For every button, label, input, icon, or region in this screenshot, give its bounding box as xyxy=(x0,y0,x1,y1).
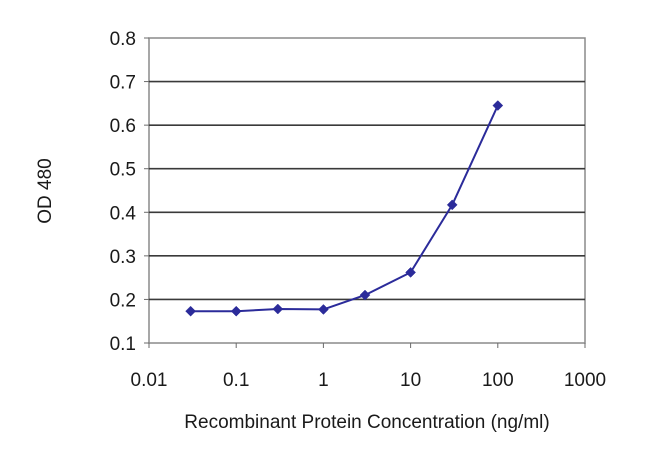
y-tick-label: 0.4 xyxy=(110,203,137,224)
data-point xyxy=(318,304,329,315)
series xyxy=(185,100,504,317)
y-tick-label: 0.5 xyxy=(110,160,136,181)
x-tick-label: 1 xyxy=(318,370,329,391)
y-tick-label: 0.6 xyxy=(110,116,136,137)
data-point xyxy=(405,267,416,278)
y-tick-label: 0.2 xyxy=(110,290,136,311)
x-tick-label: 1000 xyxy=(564,370,606,391)
x-axis: 0.01 0.1 1 10 100 1000 xyxy=(131,343,606,391)
series-line xyxy=(190,105,499,313)
data-point xyxy=(446,199,458,211)
x-tick-label: 0.1 xyxy=(223,370,249,391)
y-axis-label: OD 480 xyxy=(35,158,56,223)
data-point xyxy=(230,305,242,317)
x-axis-label: Recombinant Protein Concentration (ng/ml… xyxy=(184,412,549,433)
x-tick-label: 100 xyxy=(482,370,514,391)
y-axis: 0.1 0.2 0.3 0.4 0.5 0.6 0.7 0.8 xyxy=(110,29,149,355)
y-tick-label: 0.7 xyxy=(110,73,136,94)
y-tick-label: 0.8 xyxy=(110,29,136,50)
grid xyxy=(149,80,585,301)
data-point xyxy=(359,289,371,301)
y-tick-label: 0.3 xyxy=(110,247,136,268)
data-point xyxy=(492,100,504,111)
x-tick-label: 10 xyxy=(400,370,421,391)
data-point xyxy=(272,303,284,315)
x-tick-label: 0.01 xyxy=(131,370,168,391)
y-tick-label: 0.1 xyxy=(110,334,136,355)
data-point xyxy=(185,305,196,317)
